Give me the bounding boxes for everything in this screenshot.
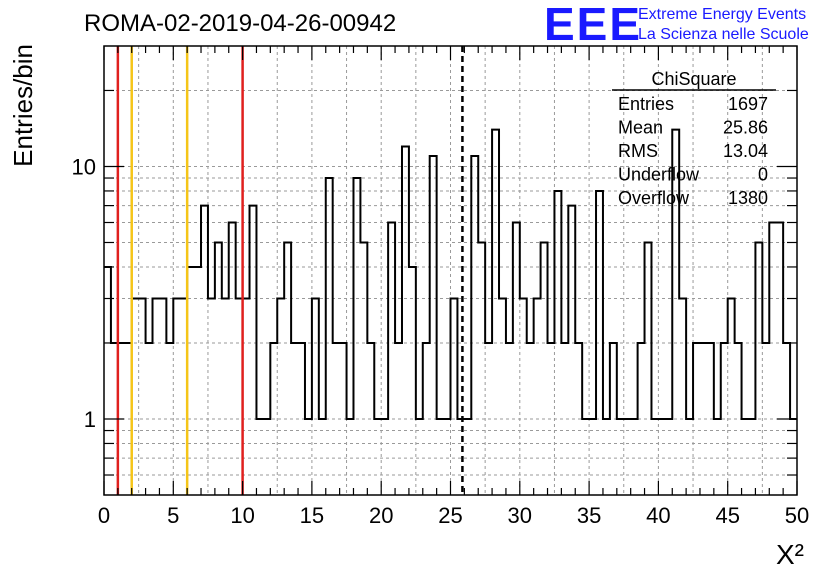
x-tick-label: 20 — [369, 503, 393, 528]
x-tick-label: 45 — [715, 503, 739, 528]
histogram-bin — [492, 130, 499, 495]
x-tick-label: 15 — [300, 503, 324, 528]
histogram-bin — [215, 242, 222, 495]
logo-line-2: La Scienza nelle Scuole — [638, 26, 809, 43]
y-axis-label: Entries/bin — [8, 44, 38, 167]
histogram-bin — [645, 242, 652, 495]
histogram-bin — [679, 299, 686, 495]
stats-label: Underflow — [618, 165, 700, 185]
histogram-bin — [430, 156, 437, 495]
histogram-bin — [208, 299, 215, 495]
histogram-bin — [520, 299, 527, 495]
x-tick-label: 0 — [98, 503, 110, 528]
stats-value: 1697 — [728, 94, 768, 114]
x-tick-label: 25 — [438, 503, 462, 528]
stats-label: Mean — [618, 118, 663, 138]
histogram-outline — [104, 128, 797, 420]
y-tick-label: 1 — [84, 407, 96, 432]
y-tick-label: 10 — [72, 154, 96, 179]
histogram-bin — [769, 222, 783, 495]
stats-box: ChiSquare Entries 1697 Mean 25.86 RMS 13.04 Und… — [612, 69, 776, 208]
histogram-bin — [388, 222, 395, 495]
x-tick-label: 50 — [785, 503, 809, 528]
stats-value: 13.04 — [723, 141, 768, 161]
histogram-bin — [312, 299, 319, 495]
eee-logo: EEE Extreme Energy Events La Scienza nel… — [544, 0, 834, 50]
histogram-bin — [187, 267, 201, 495]
plot-title: ROMA-02-2019-04-26-00942 — [84, 10, 397, 37]
x-tick-label: 40 — [646, 503, 670, 528]
histogram-bin — [360, 242, 367, 495]
histogram-bin — [353, 178, 360, 495]
histogram-bin — [277, 299, 284, 495]
histogram-bin — [201, 206, 208, 495]
x-tick-label: 10 — [230, 503, 254, 528]
stats-value: 25.86 — [723, 118, 768, 138]
histogram-bin — [755, 242, 762, 495]
histogram-bin — [499, 299, 506, 495]
logo-line-1: Extreme Energy Events — [638, 6, 807, 23]
histogram-bin — [250, 206, 257, 495]
histogram-bin — [471, 156, 478, 495]
reference-lines — [116, 46, 464, 495]
stats-label: Overflow — [618, 188, 690, 208]
x-tick-label: 30 — [508, 503, 532, 528]
histogram-bin — [534, 299, 541, 495]
histogram-bin — [478, 242, 485, 495]
x-tick-label: 5 — [167, 503, 179, 528]
histogram-bin — [326, 178, 333, 495]
stats-label: Entries — [618, 94, 674, 114]
stats-title: ChiSquare — [651, 69, 736, 89]
axis-ticks: 0 5 10 15 20 25 30 35 40 45 50 1 10 — [72, 46, 809, 528]
histogram-bin — [451, 299, 458, 495]
histogram-bin — [173, 299, 180, 495]
histogram-bin — [284, 242, 291, 495]
histogram-bin — [728, 299, 735, 495]
histogram — [104, 128, 797, 495]
stats-label: RMS — [618, 141, 658, 161]
x-tick-label: 35 — [577, 503, 601, 528]
histogram-bin — [222, 299, 229, 495]
histogram-bin — [513, 222, 520, 495]
stats-value: 1380 — [728, 188, 768, 208]
histogram-bin — [159, 299, 166, 495]
histogram-bin — [568, 206, 575, 495]
histogram-bin — [229, 222, 236, 495]
histogram-bin — [402, 146, 409, 495]
histogram-bin — [409, 267, 416, 495]
eee-logo-mark: EEE — [544, 0, 643, 50]
x-axis-label: X² — [776, 539, 804, 570]
histogram-bin — [153, 299, 160, 495]
histogram-bin — [541, 242, 548, 495]
stats-value: 0 — [758, 165, 768, 185]
histogram-bin — [104, 267, 111, 495]
